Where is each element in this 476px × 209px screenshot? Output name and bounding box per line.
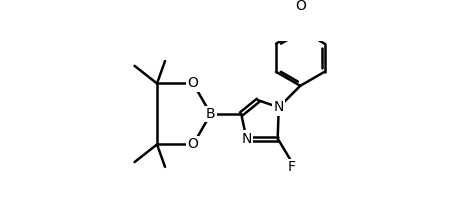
Text: B: B [206, 107, 216, 121]
Text: O: O [188, 76, 198, 90]
Text: O: O [188, 138, 198, 152]
Text: F: F [288, 160, 296, 174]
Text: N: N [241, 131, 252, 145]
Text: O: O [295, 0, 306, 13]
Text: N: N [274, 100, 284, 114]
